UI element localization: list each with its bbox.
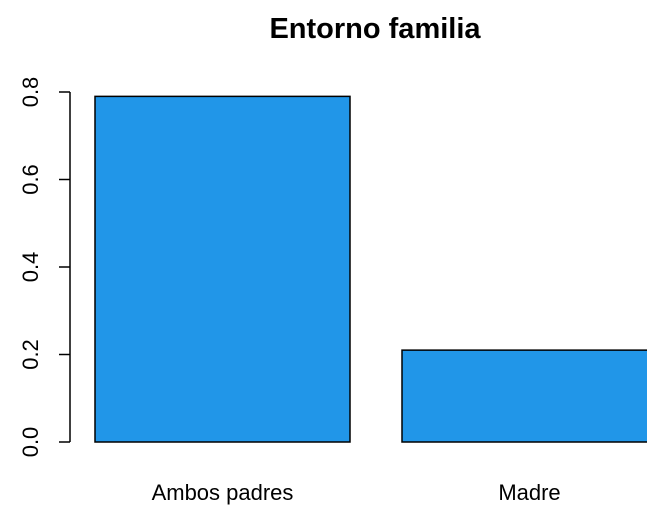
x-category-label: Ambos padres <box>152 480 294 505</box>
x-category-label: Madre <box>498 480 560 505</box>
y-tick-label: 0.2 <box>18 339 43 370</box>
x-axis-labels: Ambos padres Madre <box>152 480 561 505</box>
bar-madre <box>401 349 647 443</box>
bars <box>94 95 647 443</box>
y-tick-label: 0.8 <box>18 77 43 108</box>
bar-ambos-padres <box>94 95 351 443</box>
y-tick-label: 0.4 <box>18 252 43 283</box>
chart-title: Entorno familia <box>269 13 481 45</box>
y-axis: 0.0 0.2 0.4 0.6 0.8 <box>18 77 71 458</box>
y-tick-label: 0.0 <box>18 427 43 458</box>
y-tick-label: 0.6 <box>18 164 43 195</box>
